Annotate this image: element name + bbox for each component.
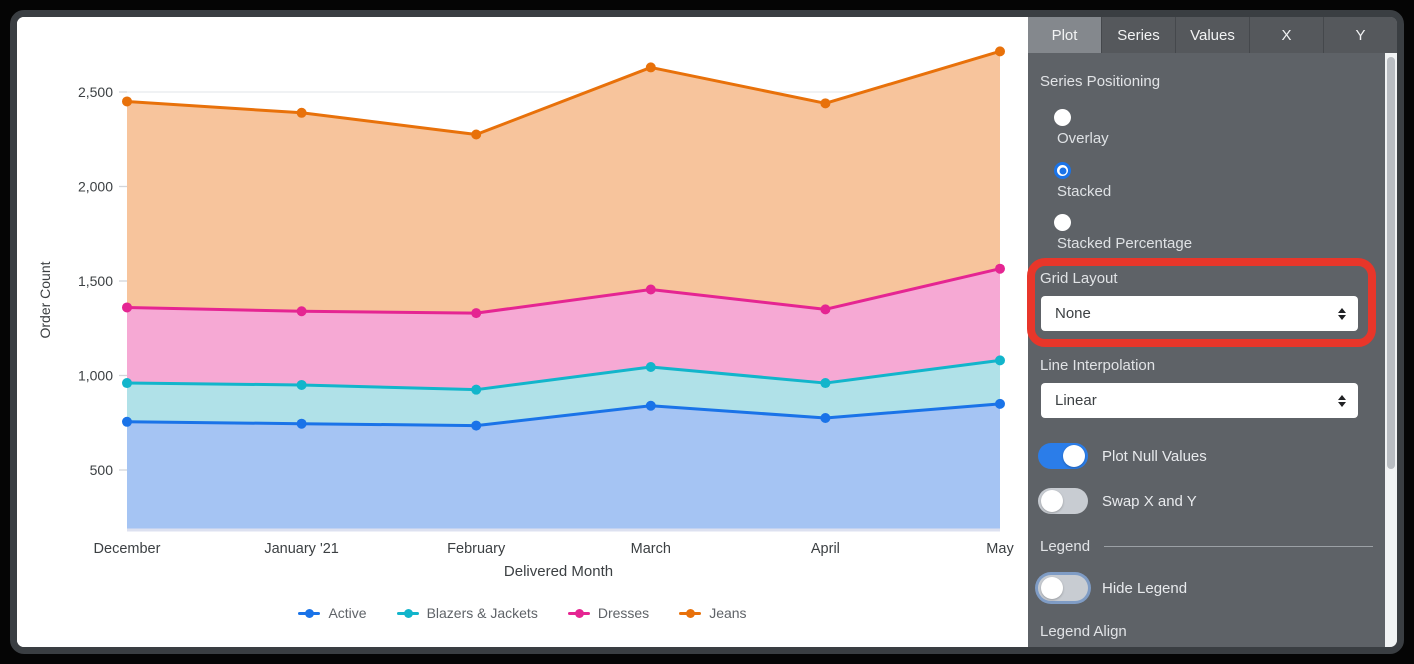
legend-item-dresses[interactable]: Dresses [567, 605, 650, 621]
data-point[interactable] [122, 378, 132, 389]
radio-label: Stacked Percentage [1057, 235, 1193, 252]
data-point[interactable] [645, 62, 656, 73]
tab-values[interactable]: Values [1176, 17, 1250, 53]
radio-circle[interactable] [1054, 214, 1071, 231]
line-blazers-jackets [125, 358, 1002, 392]
section-divider [1104, 546, 1373, 547]
grid-layout-label: Grid Layout [1040, 270, 1118, 287]
legend-section-header: Legend [1040, 538, 1373, 555]
line-active [125, 402, 1002, 428]
panel-scrollbar-track[interactable] [1385, 53, 1397, 647]
y-tick-label: 1,000 [78, 368, 113, 384]
data-point[interactable] [471, 420, 482, 431]
y-tick-label: 500 [90, 462, 114, 478]
legend-item-jeans[interactable]: Jeans [679, 605, 747, 621]
y-axis-title: Order Count [37, 261, 53, 339]
swap-x-y-row: Swap X and Y [1038, 488, 1197, 514]
hide-legend-label: Hide Legend [1102, 579, 1188, 597]
radio-stacked[interactable]: Stacked [1054, 162, 1111, 200]
plot-tab-content: Series Positioning Overlay Stacked Stacked… [1028, 53, 1385, 647]
data-point[interactable] [995, 398, 1005, 409]
data-point[interactable] [820, 378, 831, 389]
plot-null-values-toggle[interactable] [1038, 443, 1088, 469]
tab-series[interactable]: Series [1102, 17, 1176, 53]
legend-header-label: Legend [1040, 538, 1091, 555]
legend-label: Active [328, 605, 367, 621]
chart-region: 500 1,000 1,500 2,000 2,500 December January '… [17, 17, 1028, 647]
data-point[interactable] [645, 400, 656, 411]
settings-panel: Series Positioning Overlay Stacked Stacked… [1028, 17, 1397, 647]
line-jeans [125, 49, 1002, 137]
y-tick-label: 1,500 [78, 273, 113, 289]
legend-marker-icon [679, 608, 702, 618]
data-point[interactable] [820, 304, 831, 315]
tab-y[interactable]: Y [1324, 17, 1397, 53]
x-axis-title: Delivered Month [503, 563, 614, 580]
swap-x-and-y-label: Swap X and Y [1102, 492, 1197, 510]
data-point[interactable] [122, 96, 132, 107]
legend-marker-icon [567, 608, 590, 618]
line-interpolation-selected-value: Linear [1055, 392, 1097, 409]
area-active [127, 403, 1000, 529]
data-point[interactable] [995, 263, 1005, 274]
data-point[interactable] [995, 355, 1005, 366]
grid-layout-select[interactable]: None [1041, 296, 1358, 331]
grid-layout-selected-value: None [1055, 305, 1091, 322]
data-point[interactable] [471, 308, 482, 319]
line-interpolation-label: Line Interpolation [1040, 357, 1156, 374]
tab-plot[interactable]: Plot [1028, 17, 1102, 53]
panel-tabbar: Plot Series Values X Y [1028, 17, 1397, 53]
legend-item-blazers-jackets[interactable]: Blazers & Jackets [396, 605, 538, 621]
data-point[interactable] [122, 416, 132, 427]
radio-stacked-percentage[interactable]: Stacked Percentage [1054, 214, 1192, 252]
legend-marker-icon [396, 608, 419, 618]
radio-circle[interactable] [1054, 109, 1071, 126]
data-point[interactable] [122, 302, 132, 313]
swap-x-and-y-toggle[interactable] [1038, 488, 1088, 514]
panel-scrollbar-thumb[interactable] [1387, 57, 1395, 469]
hide-legend-toggle[interactable] [1038, 575, 1088, 601]
hide-legend-row: Hide Legend [1038, 575, 1187, 601]
x-tick-label: May [986, 541, 1014, 557]
series-positioning-label: Series Positioning [1040, 73, 1161, 90]
data-point[interactable] [471, 384, 482, 395]
legend-item-active[interactable]: Active [298, 605, 367, 621]
data-point[interactable] [645, 284, 656, 295]
legend-label: Jeans [709, 605, 747, 621]
x-tick-label: April [811, 541, 840, 557]
data-point[interactable] [471, 129, 482, 140]
x-tick-label: February [447, 541, 506, 557]
data-point[interactable] [645, 361, 656, 372]
data-point[interactable] [296, 379, 307, 390]
unfold-more-icon [1338, 394, 1346, 407]
x-tick-label: March [631, 541, 671, 557]
legend-label: Dresses [597, 605, 650, 621]
stacked-area-chart: 500 1,000 1,500 2,000 2,500 December January '… [78, 46, 1014, 557]
data-point[interactable] [995, 46, 1005, 57]
tab-x[interactable]: X [1250, 17, 1324, 53]
data-point[interactable] [820, 98, 831, 109]
plot-null-values-label: Plot Null Values [1102, 447, 1207, 465]
radio-label: Stacked [1057, 183, 1112, 200]
data-point[interactable] [820, 413, 831, 424]
line-interpolation-select[interactable]: Linear [1041, 383, 1358, 418]
data-point[interactable] [296, 107, 307, 118]
app-window: 500 1,000 1,500 2,000 2,500 December January '… [10, 10, 1404, 654]
line-dresses [125, 267, 1002, 315]
x-tick-label: December [94, 541, 161, 557]
y-tick-label: 2,000 [78, 179, 113, 195]
legend-label: Blazers & Jackets [426, 605, 538, 621]
data-point[interactable] [296, 418, 307, 429]
radio-overlay[interactable]: Overlay [1054, 109, 1109, 147]
legend-marker-icon [298, 608, 321, 618]
legend-align-label: Legend Align [1040, 623, 1127, 640]
unfold-more-icon [1338, 307, 1346, 320]
chart-legend: Active Blazers & Jackets Dresses Jeans [17, 605, 1028, 621]
radio-circle[interactable] [1054, 162, 1071, 179]
data-point[interactable] [296, 306, 307, 317]
radio-label: Overlay [1057, 130, 1109, 147]
y-tick-label: 2,500 [78, 84, 113, 100]
x-tick-label: January '21 [264, 541, 339, 557]
plot-null-values-row: Plot Null Values [1038, 443, 1207, 469]
